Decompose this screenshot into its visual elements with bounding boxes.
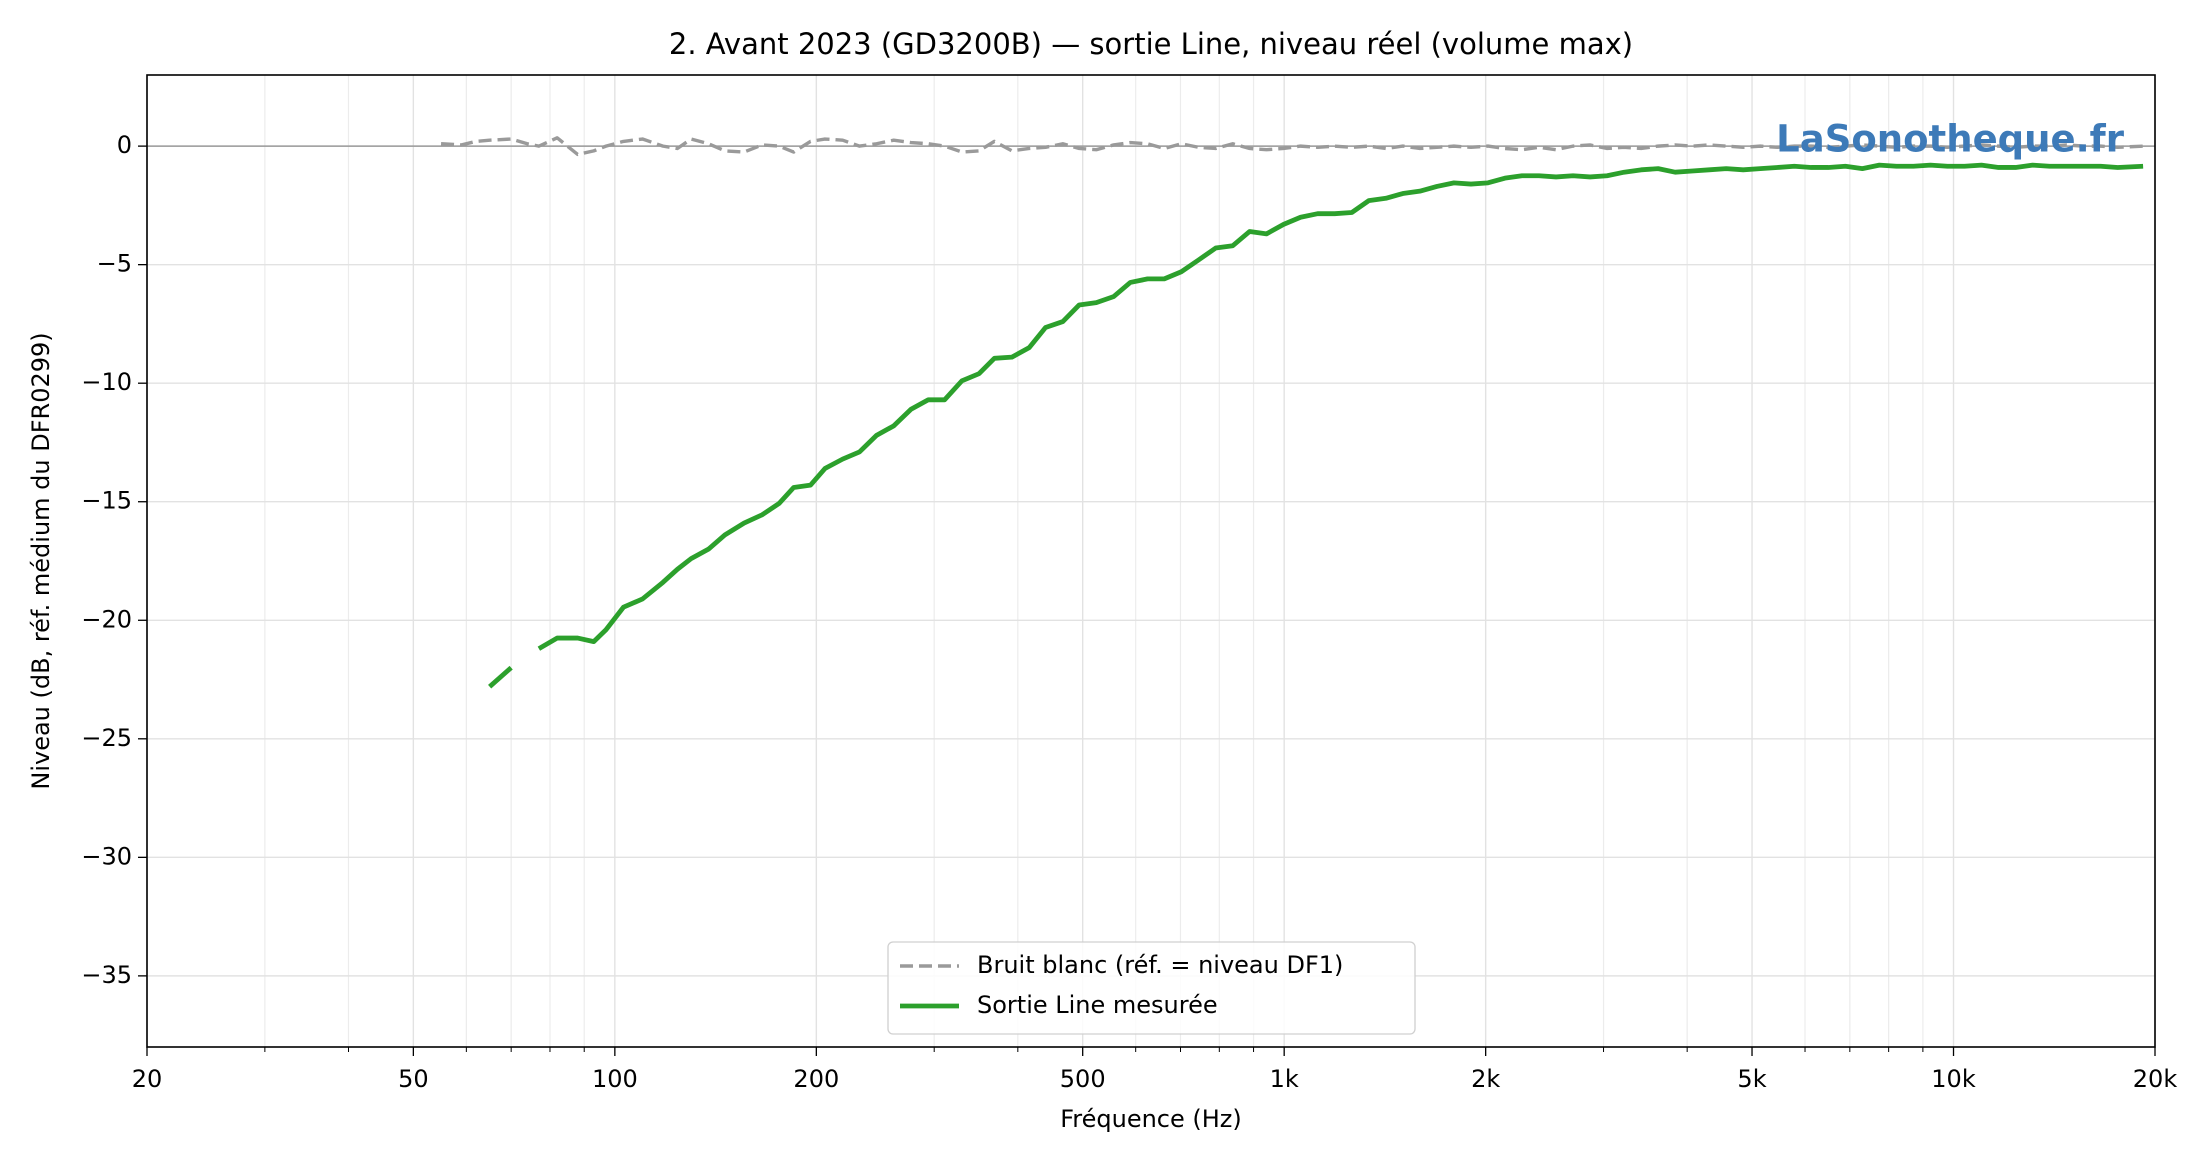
series-line bbox=[488, 665, 513, 689]
chart-title: 2. Avant 2023 (GD3200B) — sortie Line, n… bbox=[669, 27, 1633, 61]
y-tick-label: 0 bbox=[117, 131, 132, 159]
legend-box bbox=[887, 941, 1416, 1035]
legend-label: Sortie Line mesurée bbox=[977, 991, 1218, 1019]
series-line bbox=[440, 136, 2144, 157]
legend: Bruit blanc (réf. = niveau DF1) Sortie Li… bbox=[887, 941, 1416, 1035]
y-tick-label: −5 bbox=[97, 250, 132, 278]
watermark: LaSonotheque.fr bbox=[1776, 118, 2125, 161]
y-tick-label: −15 bbox=[81, 487, 132, 515]
y-tick-label: −30 bbox=[81, 842, 132, 870]
series-line bbox=[537, 162, 2144, 651]
x-tick-label: 20k bbox=[2133, 1065, 2178, 1093]
plot-frame bbox=[146, 74, 2156, 1048]
x-tick-label: 10k bbox=[1931, 1065, 1976, 1093]
x-tick-label: 5k bbox=[1737, 1065, 1766, 1093]
x-tick-label: 50 bbox=[398, 1065, 429, 1093]
y-tick-label: −25 bbox=[81, 724, 132, 752]
x-tick-label: 500 bbox=[1060, 1065, 1106, 1093]
y-tick-label: −20 bbox=[81, 605, 132, 633]
x-tick-label: 2k bbox=[1471, 1065, 1500, 1093]
plot-area bbox=[147, 136, 2155, 689]
x-axis-label: Fréquence (Hz) bbox=[1060, 1105, 1242, 1133]
x-tick-label: 1k bbox=[1270, 1065, 1299, 1093]
legend-label: Bruit blanc (réf. = niveau DF1) bbox=[977, 951, 1343, 979]
y-tick-label: −35 bbox=[81, 961, 132, 989]
y-tick-label: −10 bbox=[81, 368, 132, 396]
x-tick-label: 100 bbox=[592, 1065, 638, 1093]
y-axis-label: Niveau (dB, réf. médium du DFR0299) bbox=[27, 332, 55, 789]
x-tick-label: 200 bbox=[793, 1065, 839, 1093]
x-tick-label: 20 bbox=[132, 1065, 163, 1093]
